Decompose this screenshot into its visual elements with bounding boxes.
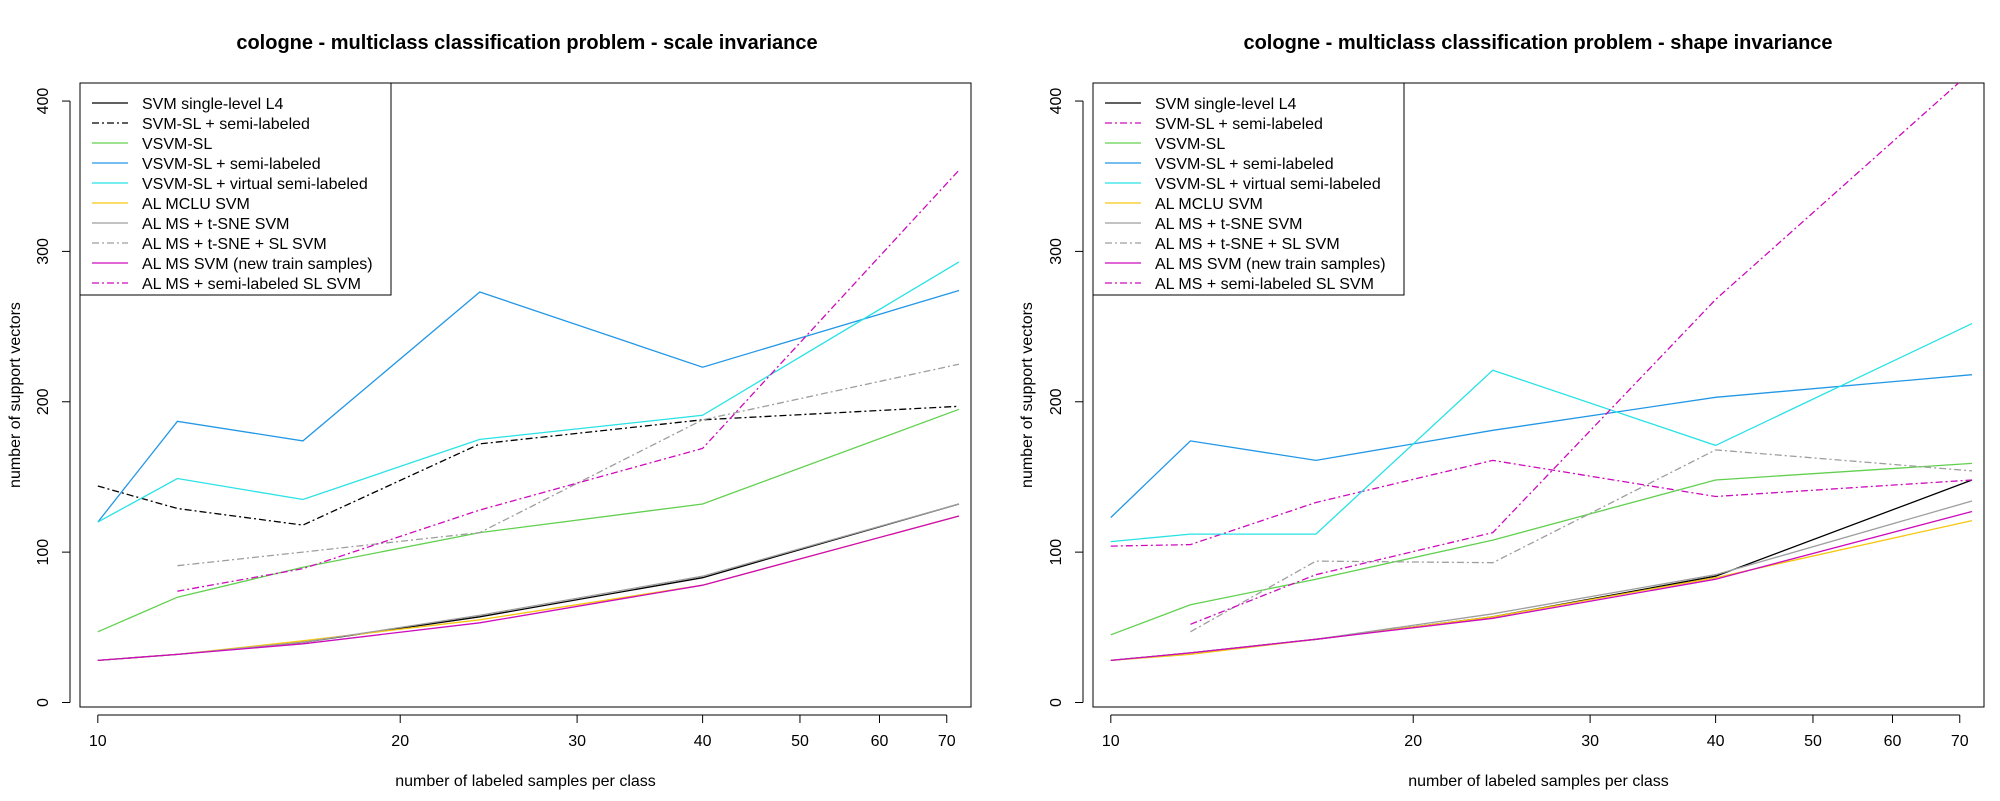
legend-entry: VSVM-SL [1155,136,1225,153]
series-line-vsvm-sl [97,408,960,633]
x-tick-label: 30 [1581,733,1599,750]
legend: SVM single-level L4 SVM-SL + semi-labeled… [1092,82,1405,296]
legend-entry: VSVM-SL + semi-labeled [1155,156,1334,173]
legend-entry: AL MS + semi-labeled SL SVM [142,276,361,293]
series-line-al-ms-svm-new-train-samples [97,515,960,662]
y-tick-label: 300 [35,238,52,265]
series-line-al-ms-semi-labeled-sl-svm [1190,83,1960,625]
x-tick-label: 20 [391,733,409,750]
y-tick-label: 400 [35,88,52,115]
legend-entry: VSVM-SL + semi-labeled [142,156,321,173]
x-tick-label: 30 [568,733,586,750]
y-tick-label: 100 [1048,539,1065,566]
series-line-vsvm-sl-virtual-semi-labeled [97,261,960,523]
legend-entry: SVM single-level L4 [1155,96,1297,113]
legend-entry: VSVM-SL [142,136,212,153]
legend-entry: SVM-SL + semi-labeled [1155,116,1323,133]
y-axis-label: number of support vectors [7,302,24,488]
legend: SVM single-level L4 SVM-SL + semi-labeled… [79,82,392,296]
chart-title: cologne - multiclass classification prob… [1243,32,1832,54]
legend-entry: SVM-SL + semi-labeled [142,116,310,133]
y-tick-label: 200 [35,388,52,415]
chart-panel-2: cologne - multiclass classification prob… [1019,32,1985,790]
y-tick-label: 400 [1048,88,1065,115]
series-line-svm-sl-semi-labeled [1110,459,1973,547]
series-lines [97,169,960,662]
x-tick-label: 40 [1707,733,1725,750]
x-tick-label: 40 [694,733,712,750]
series-line-al-ms-semi-labeled-sl-svm [177,169,960,592]
series-line-svm-single-level-l4 [1110,479,1973,662]
y-tick-label: 300 [1048,238,1065,265]
series-line-al-mclu-svm [1110,519,1973,662]
plot-frame [79,82,972,708]
legend-entry: AL MS + t-SNE + SL SVM [1155,236,1340,253]
x-tick-label: 70 [938,733,956,750]
series-line-vsvm-sl-semi-labeled [97,289,960,523]
x-axis-label: number of labeled samples per class [395,773,656,790]
series-line-al-ms-t-sne-sl-svm [1190,449,1973,633]
y-tick-label: 100 [35,539,52,566]
x-tick-label: 50 [791,733,809,750]
series-line-vsvm-sl-virtual-semi-labeled [1110,323,1973,543]
legend-entry: AL MCLU SVM [1155,196,1263,213]
legend-entry: AL MS + t-SNE SVM [1155,216,1302,233]
x-tick-label: 60 [1884,733,1902,750]
x-tick-label: 70 [1951,733,1969,750]
y-axis: 0 100 200 300 400 [35,88,71,707]
x-tick-label: 10 [89,733,107,750]
legend-entry: AL MS + t-SNE + SL SVM [142,236,327,253]
legend-entry: VSVM-SL + virtual semi-labeled [1155,176,1381,193]
y-tick-label: 200 [1048,388,1065,415]
x-tick-label: 10 [1102,733,1120,750]
series-line-vsvm-sl-semi-labeled [1110,374,1973,518]
y-tick-label: 0 [1048,698,1065,707]
plot-frame [1092,82,1985,708]
x-tick-label: 20 [1404,733,1422,750]
series-line-al-ms-t-sne-sl-svm [177,363,960,567]
x-tick-label: 50 [1804,733,1822,750]
legend-entry: AL MS SVM (new train samples) [142,256,373,273]
series-line-vsvm-sl [1110,462,1973,636]
series-lines [1110,83,1973,662]
chart-panel-1: cologne - multiclass classification prob… [7,32,972,790]
x-tick-label: 60 [871,733,889,750]
legend-box [79,82,392,296]
series-line-svm-sl-semi-labeled [97,405,960,526]
series-line-al-ms-t-sne-svm [1110,500,1973,662]
x-axis-label: number of labeled samples per class [1408,773,1669,790]
legend-entry: AL MCLU SVM [142,196,250,213]
legend-box [1092,82,1405,296]
legend-entry: VSVM-SL + virtual semi-labeled [142,176,368,193]
legend-entry: AL MS SVM (new train samples) [1155,256,1386,273]
series-line-al-ms-svm-new-train-samples [1110,510,1973,662]
x-axis: 10 20 30 40 50 60 70 [89,714,956,750]
legend-entry: AL MS + semi-labeled SL SVM [1155,276,1374,293]
y-tick-label: 0 [35,698,52,707]
legend-entry: AL MS + t-SNE SVM [142,216,289,233]
x-axis: 10 20 30 40 50 60 70 [1102,714,1969,750]
y-axis: 0 100 200 300 400 [1048,88,1084,707]
series-line-al-mclu-svm [97,515,960,662]
legend-entry: SVM single-level L4 [142,96,284,113]
chart-title: cologne - multiclass classification prob… [236,32,817,54]
y-axis-label: number of support vectors [1019,302,1036,488]
